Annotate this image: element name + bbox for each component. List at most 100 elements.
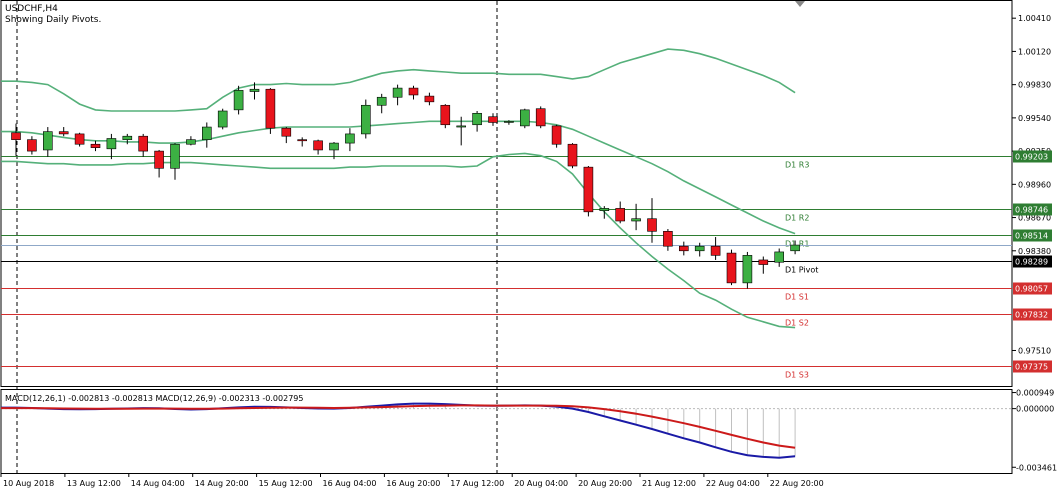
bear-candle (488, 116, 498, 123)
bull-candle (774, 251, 785, 263)
pivot-price-value: 0.98289 (1015, 258, 1048, 267)
bull-candle (694, 245, 705, 252)
bull-candle (122, 135, 133, 140)
bollinger-bands (1, 48, 796, 329)
bear-candle (424, 95, 435, 103)
date-tick-label: 22 Aug 04:00 (706, 479, 760, 488)
symbol-title: USDCHF,H4 (5, 4, 58, 14)
bull-candle (504, 121, 514, 123)
bull-candle (202, 126, 212, 140)
pivot-price-tag (1013, 308, 1052, 321)
pivot-label: D1 S1 (785, 293, 809, 302)
chart-shift-marker[interactable] (795, 1, 805, 7)
band-middle-line (1, 120, 796, 235)
pivot-price-value: 0.97832 (1015, 311, 1048, 320)
bear-candle (583, 166, 594, 213)
band-lower-line (1, 152, 796, 329)
bear-candle (567, 143, 578, 167)
date-tick-label: 22 Aug 20:00 (770, 479, 824, 488)
bull-candle (249, 88, 260, 92)
bear-candle (74, 133, 85, 145)
bear-candle (27, 139, 37, 152)
pivot-lines: D1 R3 D1 R2 D1 R1 D1 Pivot D1 S1 D1 S2 D1 S3 (1, 156, 1012, 380)
bull-candle (233, 90, 244, 111)
bull-candle (170, 143, 180, 169)
pivot-label: D1 Pivot (785, 266, 818, 275)
bull-candle (217, 110, 228, 128)
price-tick-label: 0.98960 (1018, 180, 1051, 189)
pivot-price-tag (1013, 150, 1052, 163)
bull-candle (42, 131, 53, 151)
pivot-label: D1 R2 (785, 214, 809, 223)
bear-candle (90, 143, 101, 148)
bear-candle (265, 88, 276, 129)
macd-tick-label: 0.000949 (1016, 389, 1054, 398)
macd-indicator: 0.000949 0.000000 -0.003461 (1, 389, 1057, 472)
pivot-price-tag (1013, 360, 1052, 373)
date-tick-label: 16 Aug 20:00 (386, 479, 440, 488)
date-axis: 10 Aug 2018 13 Aug 12:00 14 Aug 04:00 14 Au… (0, 473, 824, 488)
price-axis: 1.004101.001200.998300.995400.992500.989… (1012, 14, 1051, 355)
bear-candle (663, 231, 673, 247)
pivot-price-value: 0.98057 (1015, 285, 1048, 294)
date-tick-label: 14 Aug 20:00 (195, 479, 249, 488)
macd-frame (0, 389, 1013, 474)
bear-candle (408, 87, 419, 96)
price-tick-label: 0.98670 (1018, 214, 1051, 223)
bear-candle (11, 132, 21, 140)
pivot-label: D1 R1 (785, 240, 809, 249)
date-tick-label: 16 Aug 04:00 (323, 479, 377, 488)
bull-candle (599, 208, 610, 211)
date-tick-label: 13 Aug 12:00 (67, 479, 121, 488)
bear-candle (710, 245, 721, 256)
date-tick-label: 15 Aug 12:00 (259, 479, 313, 488)
bear-candle (313, 140, 323, 151)
bear-candle (678, 245, 689, 252)
price-tick-label: 0.99830 (1018, 81, 1051, 90)
bull-candle (186, 139, 196, 145)
pivot-price-tag (1013, 282, 1052, 295)
bull-candle (472, 112, 482, 126)
pivot-price-tag (1013, 203, 1052, 216)
macd-main-line (1, 402, 796, 459)
bear-candle (138, 135, 148, 152)
date-tick-label: 14 Aug 04:00 (131, 479, 185, 488)
bull-candle (329, 142, 339, 151)
bull-candle (631, 218, 641, 222)
bull-candle (376, 96, 387, 106)
price-tick-label: 1.00410 (1018, 14, 1051, 23)
bear-candle (440, 104, 451, 126)
bull-candle (456, 125, 467, 128)
bull-candle (345, 133, 355, 144)
pivot-label: D1 R3 (785, 161, 809, 170)
macd-tick-label: 0.000000 (1016, 405, 1054, 414)
bear-candle (154, 150, 164, 169)
pivot-label: D1 S2 (785, 319, 809, 328)
macd-signal-line (1, 404, 796, 449)
price-tick-label: 1.00120 (1018, 47, 1051, 56)
candlesticks (11, 82, 800, 289)
price-tick-label: 0.99540 (1018, 114, 1051, 123)
main-chart-frame (0, 0, 1013, 387)
band-upper-line (1, 48, 796, 112)
price-tick-label: 0.98380 (1018, 247, 1051, 256)
date-tick-label: 21 Aug 12:00 (642, 479, 696, 488)
date-tick-label: 20 Aug 20:00 (578, 479, 632, 488)
macd-label: MACD(12,26,1) -0.002813 -0.002813 MACD(1… (5, 394, 303, 403)
macd-tick-label: -0.003461 (1016, 463, 1057, 472)
pivot-price-tag (1013, 229, 1052, 242)
bear-candle (726, 252, 737, 284)
pivot-price-tags: 0.99203 0.98746 0.98514 0.98289 0.98057 0.978… (1013, 150, 1052, 373)
pivot-price-value: 0.98746 (1015, 206, 1048, 215)
pivot-price-value: 0.97375 (1015, 363, 1048, 372)
bull-candle (519, 109, 530, 127)
pivot-price-value: 0.99203 (1015, 153, 1048, 162)
pivot-info-label: Showing Daily Pivots. (5, 15, 101, 25)
pivot-label: D1 S3 (785, 371, 809, 380)
bear-candle (297, 139, 308, 142)
bull-candle (790, 244, 800, 252)
date-tick-label: 10 Aug 2018 (3, 479, 54, 488)
pivot-price-value: 0.98514 (1015, 232, 1048, 241)
bull-candle (742, 255, 753, 284)
